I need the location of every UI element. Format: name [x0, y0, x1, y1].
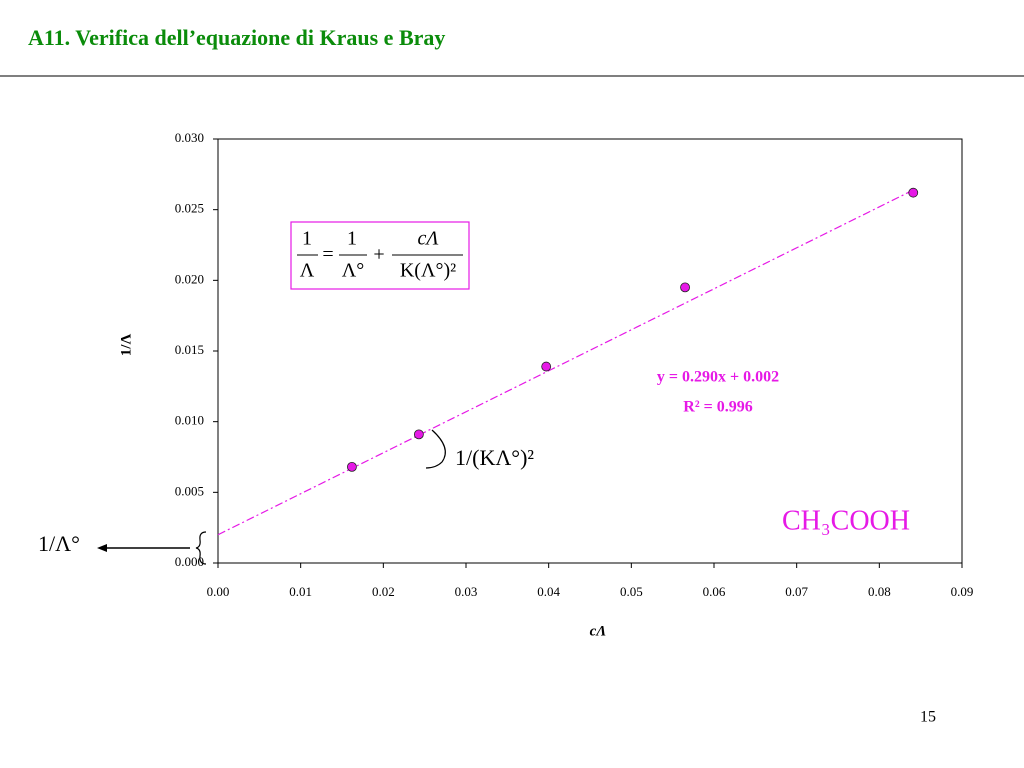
formula-part: =: [322, 244, 333, 266]
y-axis-label: 1/Λ: [118, 334, 134, 357]
compound-label: CH₃COOH: [782, 505, 910, 536]
y-tick-label: 0.020: [175, 271, 204, 286]
plot-area: [217, 138, 963, 564]
trendline: [217, 189, 914, 536]
slope-annotation: 1/(KΛ°)²: [455, 445, 534, 470]
data-point: [347, 461, 357, 472]
x-tick-label: 0.07: [785, 584, 808, 599]
y-tick-label: 0.005: [175, 483, 204, 498]
formula-part: 1: [302, 228, 312, 250]
x-axis-label: cΛ: [590, 623, 607, 639]
trendline-equation: y = 0.290x + 0.002: [657, 369, 779, 386]
slope-bracket: [425, 429, 446, 469]
formula-part: cΛ: [418, 228, 439, 250]
data-point: [680, 282, 690, 293]
x-tick-label: 0.08: [868, 584, 891, 599]
arrow-head: [97, 544, 107, 552]
x-tick-label: 0.06: [703, 584, 726, 599]
y-tick-label: 0.000: [175, 554, 204, 569]
slide-title: A11. Verifica dell’equazione di Kraus e …: [28, 25, 445, 50]
data-point: [908, 187, 919, 198]
x-tick-label: 0.04: [537, 584, 560, 599]
intercept-annotation: 1/Λ°: [38, 531, 80, 556]
formula-part: Λ°: [342, 260, 365, 282]
formula-part: +: [373, 244, 384, 266]
x-tick-label: 0.01: [289, 584, 312, 599]
y-tick-label: 0.010: [175, 413, 204, 428]
x-tick-label: 0.03: [455, 584, 478, 599]
data-point: [541, 361, 552, 372]
formula-part: 1: [347, 228, 357, 250]
formula-part: K(Λ°)²: [400, 260, 456, 282]
intercept-brace: [195, 531, 207, 565]
data-point: [413, 429, 424, 440]
x-tick-label: 0.09: [951, 584, 974, 599]
y-tick-label: 0.030: [175, 130, 204, 145]
formula-part: Λ: [300, 260, 315, 282]
page-number: 15: [920, 709, 936, 726]
x-tick-label: 0.02: [372, 584, 395, 599]
formula: 1 Λ = 1 Λ° + cΛ K(Λ°)²: [290, 221, 470, 290]
x-tick-label: 0.00: [207, 584, 230, 599]
trendline-r2: R² = 0.996: [683, 399, 752, 416]
y-tick-label: 0.015: [175, 342, 204, 357]
y-tick-label: 0.025: [175, 201, 204, 216]
x-tick-label: 0.05: [620, 584, 643, 599]
